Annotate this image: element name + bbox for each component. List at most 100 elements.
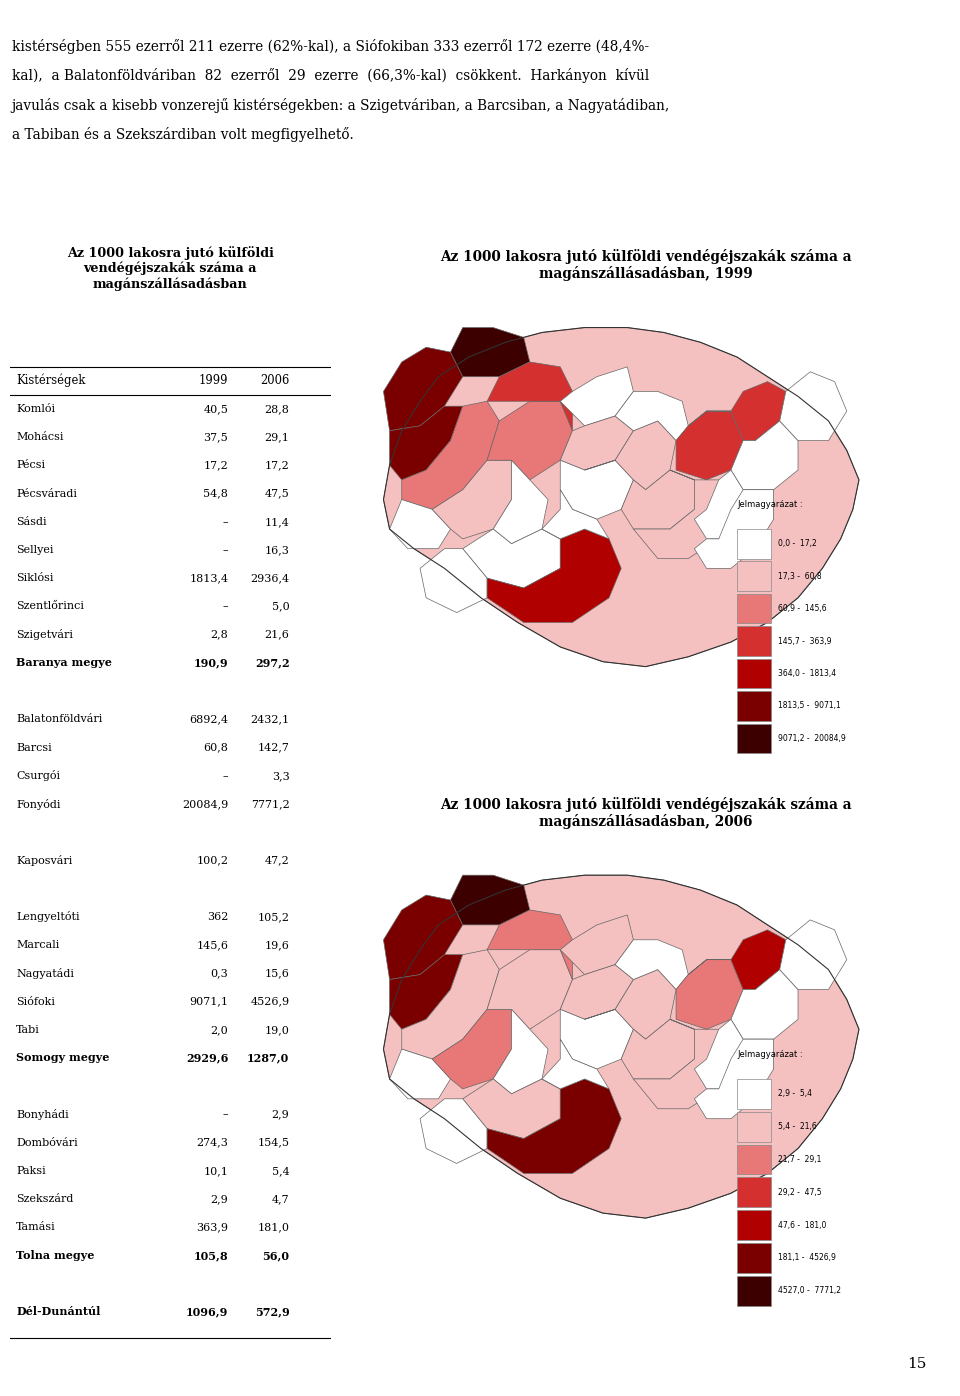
FancyBboxPatch shape (737, 561, 771, 591)
Text: 0,0 -  17,2: 0,0 - 17,2 (778, 539, 817, 549)
Text: 47,5: 47,5 (265, 489, 289, 498)
Polygon shape (585, 970, 676, 1039)
Text: 2006: 2006 (260, 374, 289, 387)
Text: 297,2: 297,2 (254, 658, 289, 669)
Text: 100,2: 100,2 (196, 856, 228, 866)
Text: 4527,0 -  7771,2: 4527,0 - 7771,2 (778, 1286, 841, 1295)
Text: 16,3: 16,3 (265, 544, 289, 556)
Text: 5,4: 5,4 (272, 1166, 289, 1175)
Text: 145,7 -  363,9: 145,7 - 363,9 (778, 637, 831, 645)
Polygon shape (450, 875, 530, 926)
Polygon shape (561, 965, 634, 1019)
Text: Paksi: Paksi (16, 1166, 46, 1175)
Polygon shape (780, 920, 847, 990)
Text: 40,5: 40,5 (204, 403, 228, 415)
Text: 19,6: 19,6 (265, 940, 289, 951)
Text: 60,9 -  145,6: 60,9 - 145,6 (778, 604, 827, 613)
FancyBboxPatch shape (737, 1210, 771, 1240)
Text: 105,2: 105,2 (257, 912, 289, 921)
FancyBboxPatch shape (737, 723, 771, 752)
Polygon shape (390, 406, 463, 480)
Polygon shape (487, 949, 572, 1029)
Text: 29,1: 29,1 (265, 433, 289, 443)
Text: 364,0 -  1813,4: 364,0 - 1813,4 (778, 669, 836, 678)
Text: Fonyódi: Fonyódi (16, 799, 60, 810)
Polygon shape (383, 348, 463, 431)
Text: 3,3: 3,3 (272, 771, 289, 780)
Text: –: – (223, 771, 228, 780)
Text: 56,0: 56,0 (262, 1249, 289, 1261)
Polygon shape (487, 910, 572, 980)
Polygon shape (487, 529, 621, 623)
Text: Nagyatádi: Nagyatádi (16, 967, 74, 979)
Polygon shape (694, 1019, 774, 1089)
FancyBboxPatch shape (737, 1145, 771, 1174)
Text: 1096,9: 1096,9 (186, 1307, 228, 1318)
Polygon shape (561, 416, 634, 470)
Text: Siófoki: Siófoki (16, 997, 55, 1007)
Text: 1999: 1999 (199, 374, 228, 387)
Polygon shape (561, 461, 634, 519)
FancyBboxPatch shape (737, 659, 771, 688)
Text: 20084,9: 20084,9 (182, 799, 228, 810)
Polygon shape (634, 1019, 731, 1108)
Polygon shape (493, 461, 548, 544)
Polygon shape (615, 940, 688, 990)
Text: 4526,9: 4526,9 (251, 997, 289, 1007)
Text: javulás csak a kisebb vonzerejű kistérségekben: a Szigetváriban, a Barcsiban, a : javulás csak a kisebb vonzerejű kistérsé… (12, 98, 670, 113)
FancyBboxPatch shape (737, 691, 771, 720)
Text: Tabi: Tabi (16, 1025, 40, 1034)
Text: 105,8: 105,8 (194, 1249, 228, 1261)
Polygon shape (561, 1009, 634, 1069)
Text: 1813,4: 1813,4 (189, 574, 228, 584)
Text: 10,1: 10,1 (204, 1166, 228, 1175)
Text: 0,3: 0,3 (210, 969, 228, 979)
FancyBboxPatch shape (737, 529, 771, 558)
Text: kal),  a Balatonföldváriban  82  ezerről  29  ezerre  (66,3%-kal)  csökkent.  Ha: kal), a Balatonföldváriban 82 ezerről 29… (12, 68, 649, 84)
Polygon shape (432, 1009, 512, 1089)
Text: 37,5: 37,5 (204, 433, 228, 443)
FancyBboxPatch shape (737, 1111, 771, 1142)
Polygon shape (383, 328, 859, 667)
Polygon shape (542, 1039, 609, 1089)
Text: 181,0: 181,0 (257, 1223, 289, 1233)
Text: 2,9: 2,9 (272, 1110, 289, 1120)
Text: Szentlőrinci: Szentlőrinci (16, 602, 84, 611)
Polygon shape (731, 422, 798, 490)
Polygon shape (463, 529, 561, 588)
Text: 9071,2 -  20084,9: 9071,2 - 20084,9 (778, 734, 846, 743)
Text: 15: 15 (907, 1357, 926, 1371)
Text: Az 1000 lakosra jutó külföldi vendégéjszakák száma a
magánszállásadásban, 1999: Az 1000 lakosra jutó külföldi vendégéjsz… (440, 248, 852, 282)
Text: Baranya megye: Baranya megye (16, 658, 112, 669)
Text: 2,9 -  5,4: 2,9 - 5,4 (778, 1089, 812, 1099)
Polygon shape (487, 1079, 621, 1174)
Text: Kistérségek: Kistérségek (16, 374, 85, 388)
Text: 47,6 -  181,0: 47,6 - 181,0 (778, 1220, 827, 1230)
Text: 2929,6: 2929,6 (186, 1053, 228, 1064)
Text: 2432,1: 2432,1 (251, 715, 289, 725)
Text: 15,6: 15,6 (265, 969, 289, 979)
Polygon shape (561, 367, 634, 426)
Text: 1813,5 -  9071,1: 1813,5 - 9071,1 (778, 701, 841, 711)
Text: –: – (223, 1110, 228, 1120)
Text: 5,0: 5,0 (272, 602, 289, 611)
Text: Sellyei: Sellyei (16, 544, 54, 556)
Text: 21,7 -  29,1: 21,7 - 29,1 (778, 1154, 821, 1164)
Text: Tolna megye: Tolna megye (16, 1249, 94, 1261)
Polygon shape (432, 461, 512, 539)
Polygon shape (694, 490, 774, 568)
Text: Tamási: Tamási (16, 1223, 56, 1233)
Polygon shape (487, 401, 572, 480)
Text: 9071,1: 9071,1 (189, 997, 228, 1007)
FancyBboxPatch shape (737, 1276, 771, 1305)
Text: Szigetvári: Szigetvári (16, 630, 73, 641)
FancyBboxPatch shape (737, 1177, 771, 1208)
Polygon shape (688, 930, 786, 990)
Text: Az 1000 lakosra jutó külföldi
vendégéjszakák száma a
magánszállásadásban: Az 1000 lakosra jutó külföldi vendégéjsz… (67, 246, 274, 290)
Polygon shape (450, 328, 530, 377)
Text: 154,5: 154,5 (257, 1138, 289, 1148)
Polygon shape (390, 955, 463, 1029)
Text: Barcsi: Barcsi (16, 743, 52, 752)
Polygon shape (487, 362, 572, 431)
Text: 572,9: 572,9 (254, 1307, 289, 1318)
